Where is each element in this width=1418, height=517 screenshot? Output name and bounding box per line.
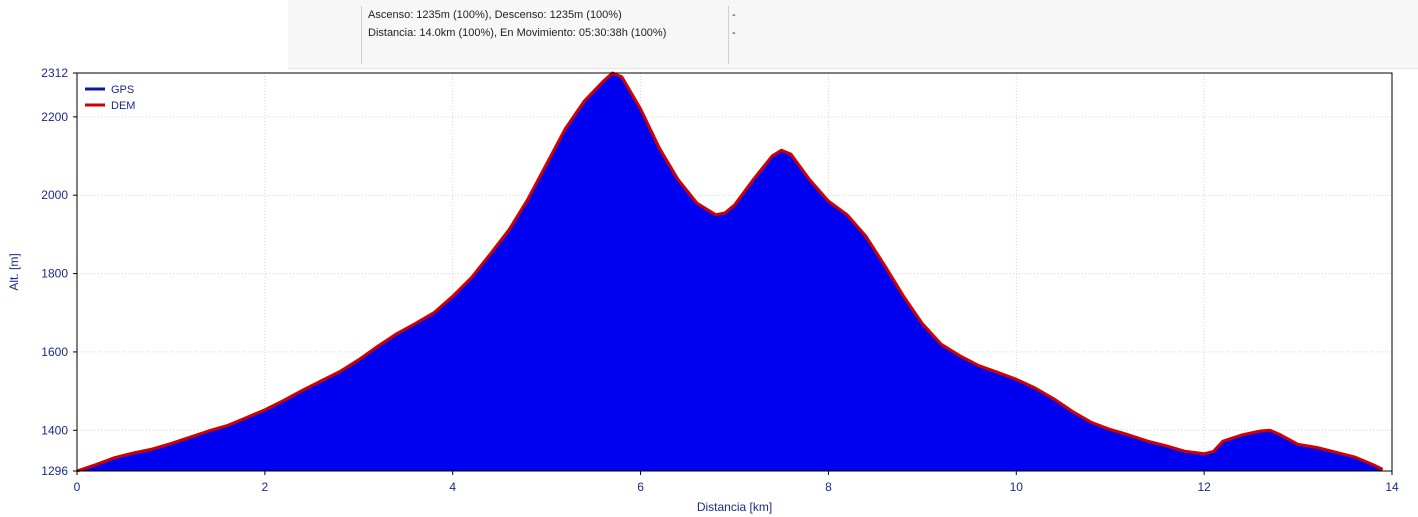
legend-label-dem: DEM	[111, 100, 135, 112]
x-axis-ticks: 0 2 4 6 8 10 12 14	[74, 471, 1399, 494]
secondary-stat-1: -	[732, 9, 736, 21]
y-axis-title: Alt. [m]	[7, 253, 21, 290]
series-gps-area	[77, 73, 1383, 471]
track-stats-secondary: - -	[728, 6, 932, 64]
x-tick-label: 14	[1385, 480, 1399, 494]
x-tick-label: 10	[1010, 480, 1024, 494]
secondary-stat-2: -	[732, 27, 736, 39]
y-tick-label: 1600	[41, 345, 68, 359]
distance-moving-text: Distancia: 14.0km (100%), En Movimiento:…	[368, 27, 667, 39]
y-tick-label: 1400	[41, 423, 68, 437]
series-layer	[76, 71, 1384, 473]
legend: GPS DEM	[85, 84, 135, 112]
plot-frame	[76, 72, 1393, 472]
y-tick-label: 1800	[41, 267, 68, 281]
track-stats-main: Ascenso: 1235m (100%), Descenso: 1235m (…	[361, 6, 729, 64]
x-tick-label: 0	[74, 480, 81, 494]
y-tick-label: 2200	[41, 110, 68, 124]
legend-label-gps: GPS	[111, 84, 134, 96]
y-tick-label: 1296	[41, 464, 68, 478]
y-tick-label: 2000	[41, 188, 68, 202]
y-tick-label: 2312	[41, 66, 68, 80]
track-stats-panel: Ascenso: 1235m (100%), Descenso: 1235m (…	[288, 0, 1418, 69]
ascent-descent-text: Ascenso: 1235m (100%), Descenso: 1235m (…	[368, 9, 622, 21]
x-tick-label: 2	[262, 480, 269, 494]
y-axis-ticks: 1296 1400 1600 1800 2000 2200 2312	[41, 66, 77, 478]
series-dem-line	[76, 71, 1384, 473]
x-tick-label: 4	[449, 480, 456, 494]
x-tick-label: 8	[825, 480, 832, 494]
x-tick-label: 6	[637, 480, 644, 494]
x-axis-title: Distancia [km]	[697, 500, 772, 514]
x-tick-label: 12	[1197, 480, 1211, 494]
